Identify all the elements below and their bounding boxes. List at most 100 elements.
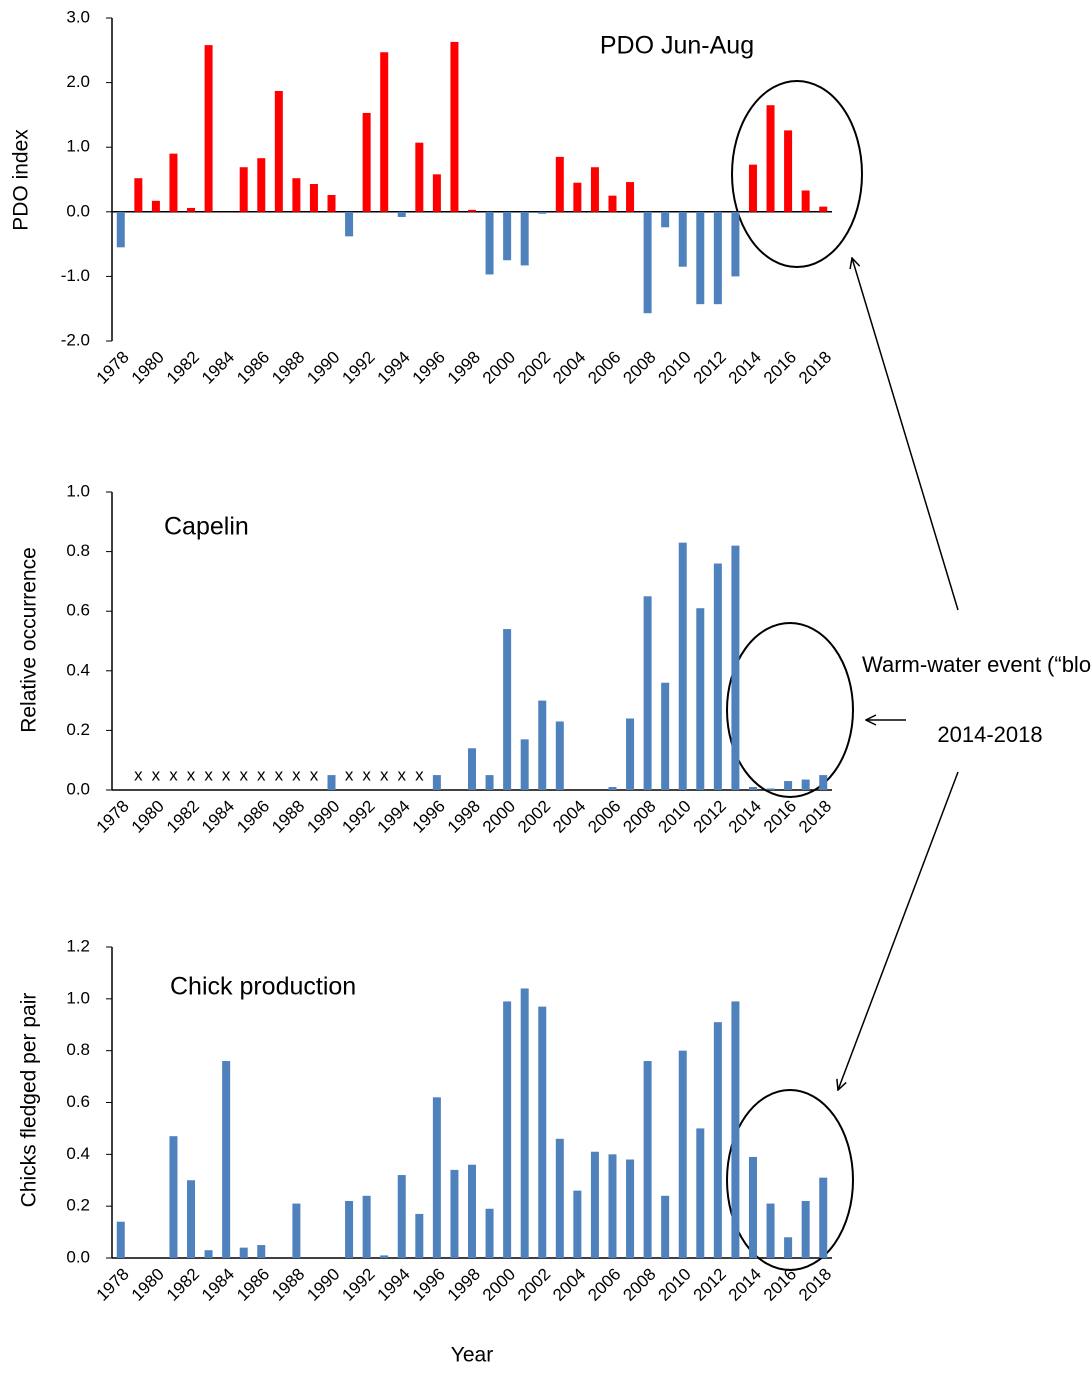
y-tick-label: -2.0 [61, 330, 90, 349]
x-tick-label: 2008 [619, 1265, 659, 1305]
bar [731, 211, 740, 277]
bar [116, 1221, 125, 1258]
bar [678, 542, 687, 790]
x-tick-label: 2008 [619, 797, 659, 837]
x-tick-label: 2018 [795, 348, 835, 388]
bar [397, 1175, 406, 1258]
bar [187, 1180, 196, 1258]
bar [626, 1159, 635, 1258]
y-tick-label: 1.0 [66, 481, 90, 500]
x-tick-label: 1990 [303, 1265, 343, 1305]
bar [661, 211, 670, 228]
y-tick-label: 0.0 [66, 201, 90, 220]
x-tick-label: 1988 [268, 797, 308, 837]
y-tick-label: -1.0 [61, 266, 90, 285]
y-tick-label: 2.0 [66, 72, 90, 91]
x-tick-label: 1998 [444, 1265, 484, 1305]
x-tick-label: 2006 [584, 1265, 624, 1305]
panel-title: Chick production [170, 973, 356, 1001]
bar [713, 211, 722, 305]
no-data-marker: x [362, 765, 371, 784]
bar [538, 211, 547, 214]
bar [239, 167, 248, 212]
x-tick-label: 2004 [549, 797, 589, 837]
bar [134, 178, 143, 212]
bar [274, 90, 283, 212]
bar [520, 988, 529, 1258]
bar [257, 1245, 266, 1258]
x-tick-label: 1988 [268, 1265, 308, 1305]
bar [327, 195, 336, 212]
x-tick-label: 1998 [444, 797, 484, 837]
x-tick-label: 2002 [514, 1265, 554, 1305]
bar [713, 563, 722, 790]
x-tick-label: 2002 [514, 797, 554, 837]
bar [450, 1169, 459, 1258]
bar [450, 41, 459, 212]
bar [731, 1001, 740, 1258]
bar [520, 211, 529, 266]
bar [590, 167, 599, 212]
x-tick-label: 2000 [479, 348, 519, 388]
no-data-marker: x [275, 765, 284, 784]
bar [169, 153, 178, 212]
x-tick-label: 1994 [374, 1265, 414, 1305]
x-tick-label: 1986 [233, 1265, 273, 1305]
panel-title: PDO Jun-Aug [600, 32, 754, 60]
x-tick-label: 1978 [93, 1265, 133, 1305]
highlight-ellipse [726, 622, 854, 798]
bar [239, 1247, 248, 1258]
y-tick-label: 1.0 [66, 988, 90, 1007]
x-tick-label: 2014 [725, 348, 765, 388]
bar [626, 182, 635, 212]
y-tick-label: 0.4 [66, 1144, 90, 1163]
x-tick-label: 1992 [338, 348, 378, 388]
bar [678, 211, 687, 267]
bar [590, 1151, 599, 1258]
bar [151, 200, 160, 212]
bar [748, 787, 757, 790]
no-data-marker: x [239, 765, 248, 784]
bar [819, 775, 828, 790]
x-tick-label: 1980 [128, 797, 168, 837]
no-data-marker: x [310, 765, 319, 784]
y-axis-title: PDO index [10, 129, 33, 231]
y-tick-label: 0.6 [66, 601, 90, 620]
bar [819, 206, 828, 212]
bar [608, 1154, 617, 1258]
x-tick-label: 2010 [655, 797, 695, 837]
x-tick-label: 1996 [409, 1265, 449, 1305]
x-tick-label: 2018 [795, 1265, 835, 1305]
x-tick-label: 2008 [619, 348, 659, 388]
bar [608, 195, 617, 212]
bar [555, 156, 564, 212]
bar [345, 1200, 354, 1258]
bar [345, 211, 354, 237]
bar [643, 1061, 652, 1258]
x-tick-label: 2000 [479, 1265, 519, 1305]
bar [485, 775, 494, 790]
bar [432, 174, 441, 212]
x-tick-label: 2016 [760, 348, 800, 388]
x-tick-label: 1990 [303, 348, 343, 388]
no-data-marker: x [169, 765, 178, 784]
bar [397, 211, 406, 217]
y-tick-label: 0.2 [66, 1196, 90, 1215]
y-tick-label: 0.6 [66, 1092, 90, 1111]
bar [643, 211, 652, 314]
bar [204, 45, 213, 212]
bar [696, 608, 705, 790]
x-tick-label: 1978 [93, 348, 133, 388]
x-tick-label: 1986 [233, 348, 273, 388]
x-tick-label: 2012 [690, 348, 730, 388]
no-data-marker: x [134, 765, 143, 784]
bar [784, 1237, 793, 1258]
bar [731, 545, 740, 790]
x-tick-label: 2004 [549, 348, 589, 388]
bar [643, 596, 652, 790]
x-tick-label: 2010 [655, 1265, 695, 1305]
bar [485, 211, 494, 275]
bar [748, 1156, 757, 1258]
no-data-marker: x [380, 765, 389, 784]
